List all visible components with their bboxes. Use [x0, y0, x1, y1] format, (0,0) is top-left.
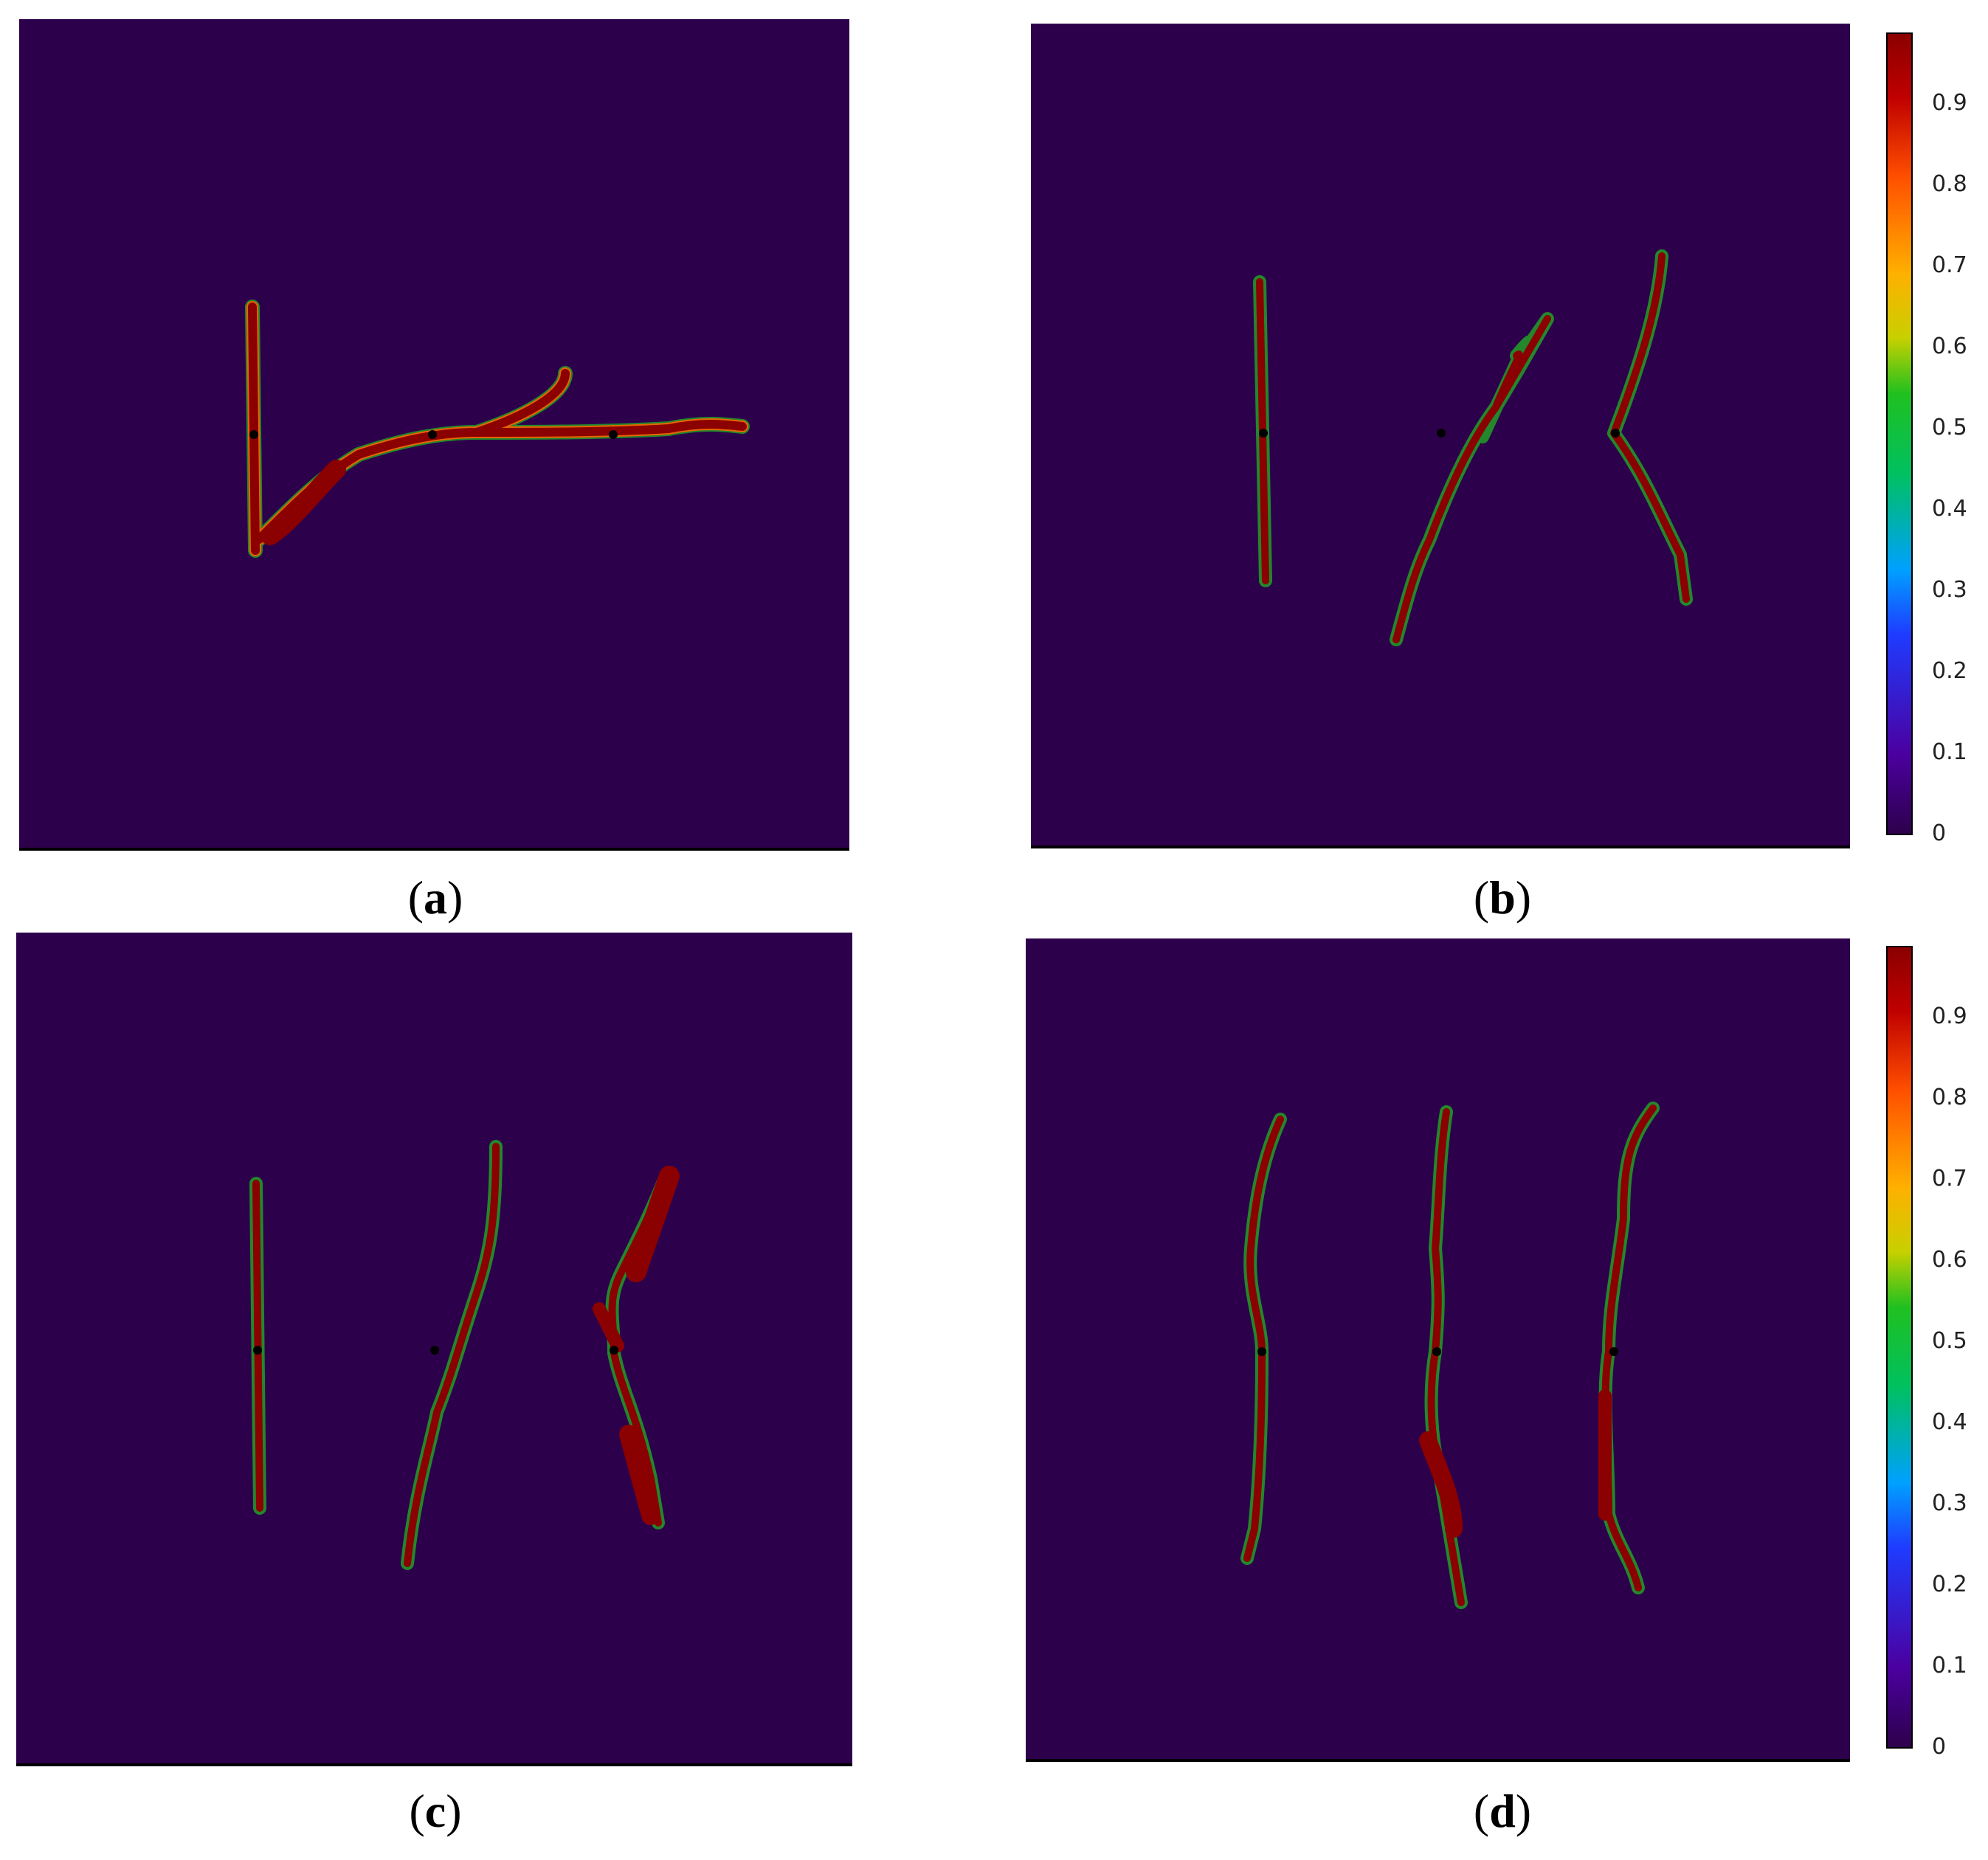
- caption-d: (d): [1473, 1785, 1532, 1837]
- colorbar-tick: 0.1: [1932, 1653, 1967, 1679]
- caption-a: (a): [407, 871, 463, 924]
- colorbar-tick: 0.3: [1932, 1490, 1967, 1516]
- colorbar-tick: 0.8: [1932, 171, 1967, 197]
- crack-seed: [253, 1346, 262, 1355]
- colorbar-tick: 0.9: [1932, 90, 1967, 116]
- plot-bottom-edge: [16, 1763, 852, 1766]
- crack-seed: [610, 1346, 618, 1355]
- crack-seed: [430, 1346, 439, 1355]
- colorbar-tick: 0.3: [1932, 577, 1967, 603]
- plot-bottom-edge: [1026, 1759, 1850, 1762]
- panel-c: [16, 933, 852, 1766]
- caption-b: (b): [1473, 871, 1532, 924]
- colorbar-tick: 0.5: [1932, 1328, 1967, 1354]
- crack-seed: [1259, 429, 1268, 438]
- colorbar-tick: 0.1: [1932, 739, 1967, 765]
- colorbar-tick: 0.7: [1932, 1166, 1967, 1192]
- crack-paths: [245, 300, 750, 558]
- phase-field-plot-a: [19, 19, 849, 851]
- colorbar-tick: 0: [1932, 1734, 1947, 1760]
- colorbar-tick: 0.7: [1932, 252, 1967, 278]
- phase-field-plot-c: [16, 933, 852, 1766]
- colorbar-tick: 0: [1932, 820, 1947, 846]
- phase-field-plot-b: [1031, 24, 1850, 848]
- caption-c: (c): [409, 1785, 462, 1837]
- crack-seed: [428, 430, 437, 439]
- phase-field-plot-d: [1026, 938, 1850, 1762]
- crack-seed: [249, 430, 258, 439]
- crack-seed: [1609, 1347, 1618, 1356]
- crack-seed: [609, 430, 618, 439]
- crack-paths: [1240, 1102, 1660, 1609]
- colorbar-tick: 0.2: [1932, 658, 1967, 684]
- colorbar-tick: 0.4: [1932, 496, 1967, 522]
- colorbar-bottom: [1886, 946, 1913, 1749]
- colorbar-top: [1886, 32, 1913, 835]
- colorbar-tick: 0.2: [1932, 1572, 1967, 1597]
- crack-paths: [1253, 249, 1693, 646]
- plot-bottom-edge: [19, 848, 849, 851]
- panel-b: [1031, 24, 1850, 848]
- colorbar-tick: 0.8: [1932, 1085, 1967, 1110]
- crack-seed: [1432, 1347, 1441, 1356]
- colorbar-gradient: [1888, 947, 1911, 1747]
- colorbar-tick: 0.6: [1932, 1247, 1967, 1273]
- colorbar-tick: 0.4: [1932, 1409, 1967, 1435]
- crack-seed: [1611, 429, 1620, 438]
- panel-a: [19, 19, 849, 851]
- crack-seed: [1437, 429, 1446, 438]
- crack-seed: [1257, 1347, 1266, 1356]
- panel-d: [1026, 938, 1850, 1762]
- colorbar-tick: 0.5: [1932, 415, 1967, 440]
- colorbar-gradient: [1888, 34, 1911, 834]
- crack-paths: [249, 1140, 680, 1570]
- plot-bottom-edge: [1031, 846, 1850, 848]
- colorbar-tick: 0.6: [1932, 333, 1967, 359]
- colorbar-tick: 0.9: [1932, 1003, 1967, 1029]
